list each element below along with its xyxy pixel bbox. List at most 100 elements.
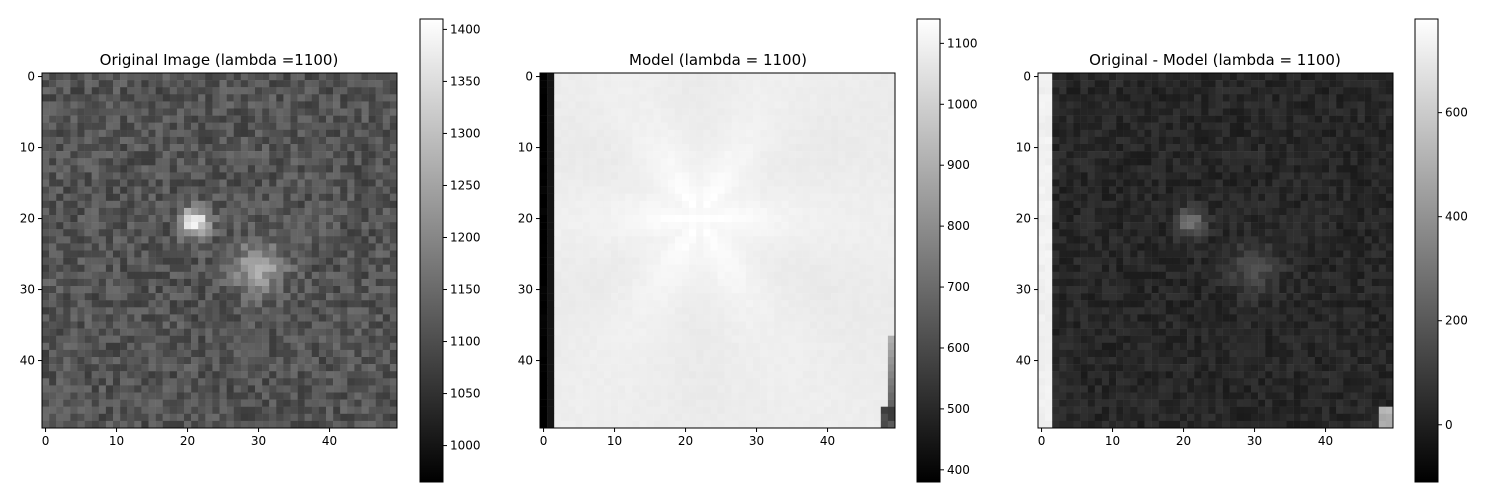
heatmap-cell (134, 80, 141, 87)
heatmap-cell (625, 265, 632, 272)
heatmap-cell (134, 172, 141, 179)
heatmap-cell (283, 80, 290, 87)
heatmap-cell (92, 300, 99, 307)
heatmap-cell (276, 187, 283, 194)
heatmap-cell (85, 222, 92, 229)
heatmap-cell (590, 407, 597, 414)
heatmap-cell (703, 251, 710, 258)
heatmap-cell (710, 236, 717, 243)
heatmap-cell (845, 236, 852, 243)
heatmap-cell (810, 208, 817, 215)
heatmap-cell (326, 414, 333, 421)
heatmap-cell (276, 116, 283, 123)
heatmap-cell (262, 414, 269, 421)
heatmap-cell (383, 393, 390, 400)
heatmap-cell (682, 101, 689, 108)
heatmap-cell (276, 165, 283, 172)
heatmap-cell (789, 80, 796, 87)
heatmap-cell (618, 307, 625, 314)
heatmap-cell (390, 393, 397, 400)
heatmap-cell (49, 201, 56, 208)
heatmap-cell (874, 101, 881, 108)
heatmap-cell (184, 329, 191, 336)
heatmap-cell (78, 364, 85, 371)
heatmap-cell (298, 201, 305, 208)
heatmap-cell (141, 300, 148, 307)
heatmap-cell (291, 329, 298, 336)
heatmap-cell (42, 293, 49, 300)
heatmap-cell (326, 265, 333, 272)
heatmap-cell (810, 357, 817, 364)
heatmap-cell (753, 300, 760, 307)
heatmap-cell (860, 307, 867, 314)
heatmap-cell (781, 194, 788, 201)
heatmap-cell (739, 87, 746, 94)
heatmap-cell (632, 300, 639, 307)
heatmap-cell (113, 123, 120, 130)
heatmap-cell (347, 116, 354, 123)
heatmap-cell (156, 322, 163, 329)
heatmap-cell (283, 258, 290, 265)
heatmap-cell (547, 222, 554, 229)
heatmap-cell (291, 293, 298, 300)
heatmap-cell (184, 101, 191, 108)
heatmap-cell (298, 243, 305, 250)
heatmap-cell (654, 172, 661, 179)
heatmap-cell (867, 109, 874, 116)
heatmap-cell (817, 73, 824, 80)
heatmap-cell (184, 258, 191, 265)
heatmap-cell (99, 201, 106, 208)
heatmap-cell (312, 222, 319, 229)
heatmap-cell (42, 116, 49, 123)
heatmap-cell (817, 251, 824, 258)
heatmap-cell (42, 258, 49, 265)
heatmap-cell (127, 279, 134, 286)
heatmap-cell (845, 137, 852, 144)
heatmap-cell (390, 222, 397, 229)
heatmap-cell (163, 144, 170, 151)
heatmap-cell (689, 87, 696, 94)
heatmap-cell (156, 421, 163, 428)
heatmap-cell (639, 130, 646, 137)
heatmap-cell (283, 378, 290, 385)
heatmap-cell (70, 201, 77, 208)
heatmap-cell (184, 172, 191, 179)
heatmap-cell (141, 357, 148, 364)
heatmap-cell (177, 243, 184, 250)
heatmap-cell (220, 322, 227, 329)
heatmap-cell (654, 293, 661, 300)
heatmap-cell (753, 272, 760, 279)
heatmap-cell (710, 222, 717, 229)
heatmap-cell (668, 385, 675, 392)
heatmap-cell (760, 364, 767, 371)
heatmap-cell (547, 329, 554, 336)
heatmap-cell (696, 414, 703, 421)
heatmap-cell (269, 94, 276, 101)
heatmap-cell (739, 144, 746, 151)
heatmap-cell (312, 201, 319, 208)
heatmap-cell (888, 407, 895, 414)
heatmap-cell (227, 385, 234, 392)
heatmap-cell (333, 116, 340, 123)
heatmap-cell (703, 357, 710, 364)
heatmap-cell (675, 286, 682, 293)
heatmap-cell (739, 272, 746, 279)
heatmap-cell (845, 94, 852, 101)
heatmap-cell (576, 87, 583, 94)
heatmap-cell (262, 371, 269, 378)
heatmap-cell (739, 364, 746, 371)
heatmap-cell (141, 350, 148, 357)
heatmap-cell (312, 322, 319, 329)
heatmap-cell (383, 158, 390, 165)
heatmap-cell (298, 350, 305, 357)
heatmap-cell (333, 87, 340, 94)
heatmap-cell (56, 130, 63, 137)
heatmap-cell (824, 73, 831, 80)
heatmap-cell (718, 329, 725, 336)
heatmap-cell (113, 293, 120, 300)
heatmap-cell (661, 236, 668, 243)
heatmap-cell (774, 286, 781, 293)
heatmap-cell (696, 236, 703, 243)
heatmap-cell (276, 144, 283, 151)
heatmap-cell (718, 293, 725, 300)
